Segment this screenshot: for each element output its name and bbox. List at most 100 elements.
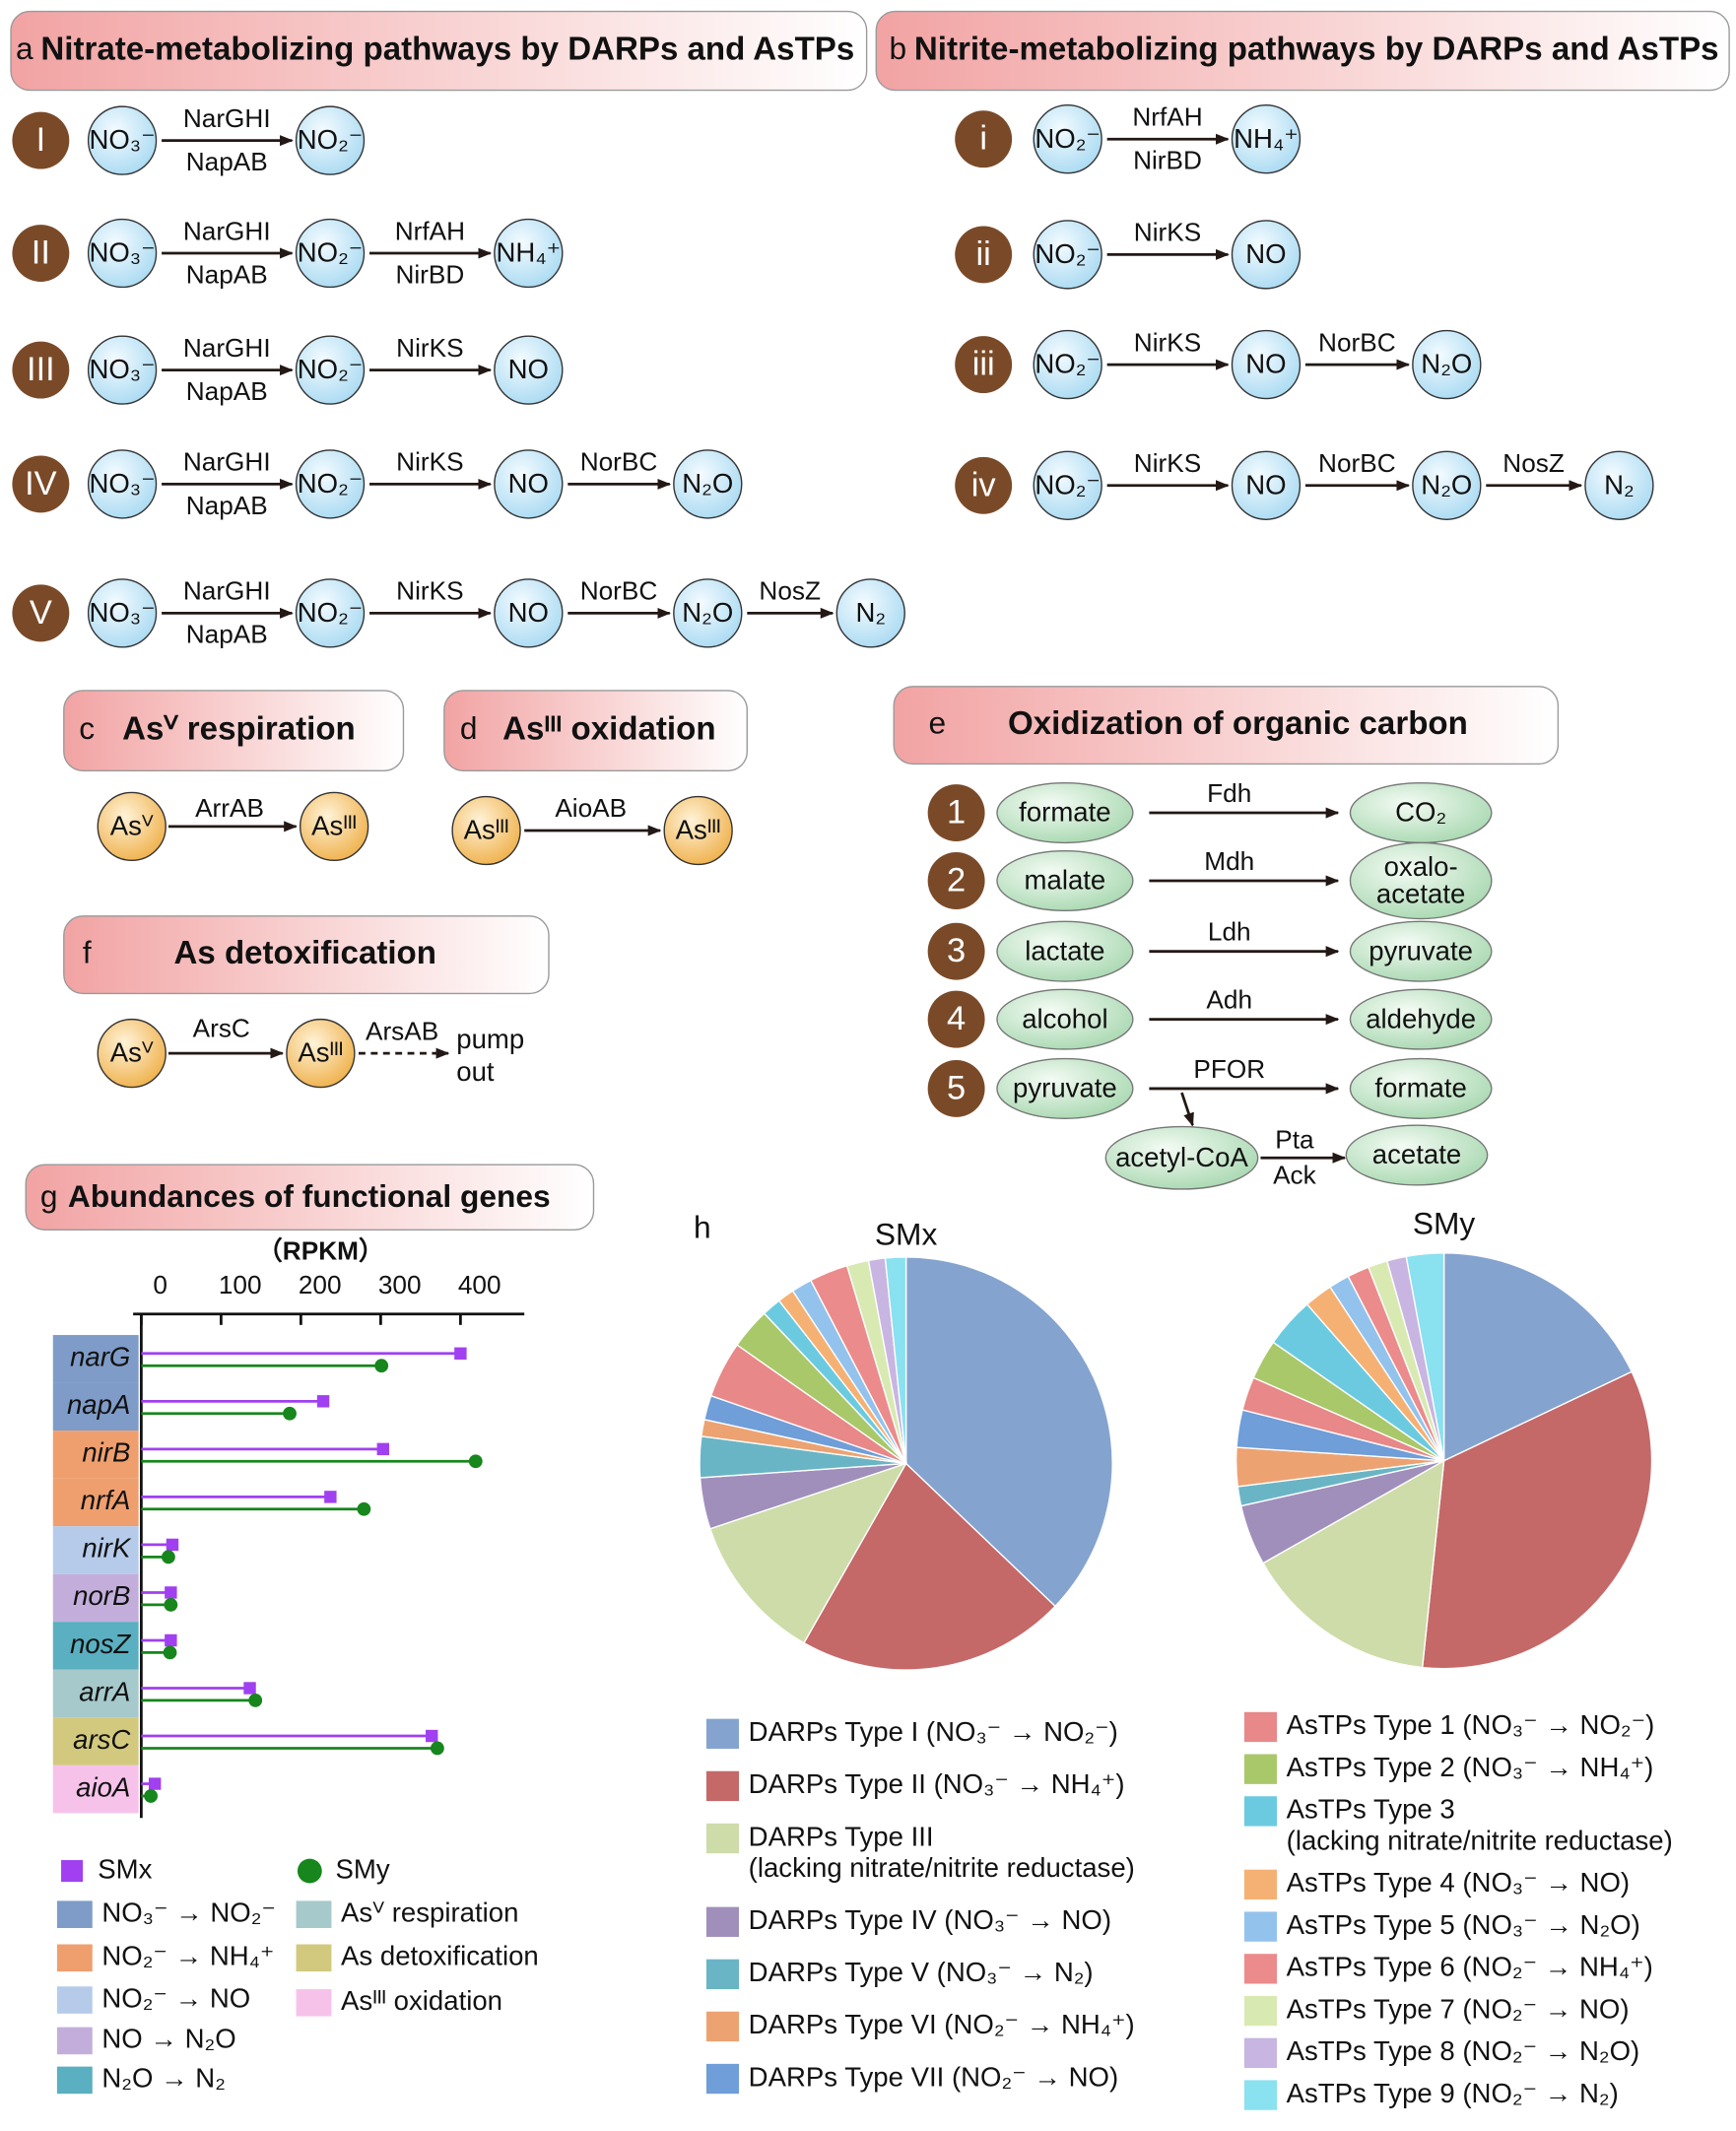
- pie-title: SMx: [875, 1217, 938, 1252]
- legend-swatch: [56, 2066, 93, 2095]
- enzyme-label: NirKS: [1134, 218, 1201, 247]
- substrate-label: malate: [1025, 865, 1106, 896]
- badge-label: ii: [976, 235, 991, 273]
- y-tick-label: narG: [70, 1342, 130, 1372]
- node: [87, 578, 158, 648]
- substrate-label: pyruvate: [1013, 1073, 1117, 1103]
- legend-label: DARPs Type VI (NO₂⁻ → NH₄⁺): [749, 2009, 1135, 2039]
- badge-label: 5: [947, 1069, 966, 1106]
- legend-label: NO → N₂O: [101, 2024, 235, 2054]
- legend-label: SMx: [98, 1853, 152, 1884]
- category-band: [52, 1669, 139, 1718]
- pie-slice: [708, 1462, 908, 1644]
- enzyme-label: ArsC: [193, 1014, 250, 1043]
- node-label: N₂O: [682, 597, 733, 628]
- legend-label: (lacking nitrate/nitrite reductase): [1287, 1825, 1673, 1855]
- legend-label: AsTPs Type 9 (NO₂⁻ → N₂): [1287, 2078, 1619, 2108]
- marker: [283, 1406, 297, 1421]
- product-label: acetate: [1376, 878, 1465, 908]
- node: [87, 105, 158, 175]
- node: [295, 449, 366, 519]
- y-tick-label: nrfA: [81, 1485, 131, 1515]
- node: [663, 795, 733, 866]
- badge: [12, 584, 70, 642]
- legend-swatch: [1243, 2037, 1277, 2068]
- node-label: Asⱽ: [110, 811, 154, 841]
- panel-title: Asⱽ respiration: [122, 710, 356, 747]
- product-label: CO₂: [1395, 797, 1446, 828]
- node: [1033, 329, 1102, 400]
- y-tick-label: norB: [73, 1580, 130, 1611]
- marker: [468, 1454, 483, 1469]
- panel-title: Nitrite-metabolizing pathways by DARPs a…: [914, 31, 1719, 67]
- node-label: NO₃⁻: [90, 597, 156, 628]
- enzyme-label: NarGHI: [183, 576, 271, 606]
- panel-label: h: [694, 1210, 711, 1245]
- node-label: NO₂⁻: [1035, 469, 1101, 499]
- node-label: NO₂⁻: [298, 354, 364, 384]
- node: [494, 335, 564, 405]
- badge-label: III: [27, 351, 55, 388]
- category-band: [52, 1478, 139, 1527]
- node: [1231, 104, 1302, 174]
- x-tick-label: 200: [299, 1270, 342, 1299]
- badge-label: iv: [971, 466, 997, 503]
- node: [87, 335, 158, 405]
- legend-label: Asⱽ respiration: [341, 1897, 518, 1927]
- node-label: NO: [508, 354, 549, 384]
- enzyme-label: NapAB: [186, 259, 268, 289]
- legend-label: AsTPs Type 1 (NO₃⁻ → NO₂⁻): [1287, 1709, 1655, 1740]
- enzyme-label: Ldh: [1208, 917, 1251, 947]
- node-label: NH₄⁺: [1234, 123, 1299, 154]
- node-label: NO: [1245, 238, 1286, 269]
- enzyme-label: NarGHI: [183, 333, 271, 363]
- enzyme-label: NirKS: [1134, 327, 1201, 357]
- node-label: N₂O: [682, 468, 733, 499]
- legend-swatch: [705, 1770, 740, 1802]
- legend-label: DARPs Type VII (NO₂⁻ → NO): [749, 2061, 1118, 2092]
- substrate: [996, 849, 1134, 912]
- legend-swatch: [1243, 1911, 1277, 1942]
- panel-header: [63, 690, 405, 772]
- product-label: pyruvate: [1369, 935, 1473, 966]
- marker: [431, 1741, 444, 1756]
- legend-label: DARPs Type II (NO₃⁻ → NH₄⁺): [749, 1768, 1125, 1799]
- node-label: Asᴵᴵᴵ: [676, 815, 721, 845]
- axis-title: （RPKM）: [257, 1236, 384, 1266]
- marker: [324, 1491, 337, 1503]
- node: [494, 449, 564, 519]
- legend-swatch: [56, 1900, 93, 1928]
- node: [451, 795, 521, 866]
- product: [1349, 920, 1493, 982]
- panel-label: f: [83, 935, 92, 970]
- legend-swatch: [705, 1959, 740, 1990]
- badge-label: 4: [947, 1000, 966, 1037]
- legend-label: AsTPs Type 5 (NO₃⁻ → N₂O): [1287, 1909, 1640, 1940]
- enzyme-label: NapAB: [186, 147, 268, 176]
- enzyme-label: NirKS: [396, 333, 463, 363]
- node: [295, 105, 366, 175]
- node: [494, 218, 564, 289]
- badge: [927, 1059, 985, 1117]
- y-tick-label: napA: [67, 1389, 130, 1420]
- badge-label: 2: [947, 861, 966, 899]
- enzyme-label: Ack: [1273, 1160, 1317, 1189]
- panel-title: Abundances of functional genes: [68, 1178, 551, 1214]
- badge: [12, 111, 70, 169]
- node-label: NO₃⁻: [90, 468, 156, 499]
- enzyme-label: NarGHI: [183, 447, 271, 477]
- enzyme-label: NirKS: [1134, 448, 1201, 478]
- marker: [243, 1682, 256, 1695]
- product: [1349, 841, 1493, 920]
- enzyme-label: NorBC: [580, 576, 658, 606]
- marker: [165, 1586, 177, 1599]
- legend-swatch: [56, 1986, 93, 2014]
- legend-swatch: [296, 1944, 332, 1972]
- badge: [955, 110, 1013, 168]
- badge: [927, 852, 985, 909]
- legend-swatch: [56, 2027, 93, 2055]
- node-label: Asᴵᴵᴵ: [311, 811, 357, 841]
- node: [1231, 450, 1302, 520]
- intermediate: [1104, 1125, 1259, 1190]
